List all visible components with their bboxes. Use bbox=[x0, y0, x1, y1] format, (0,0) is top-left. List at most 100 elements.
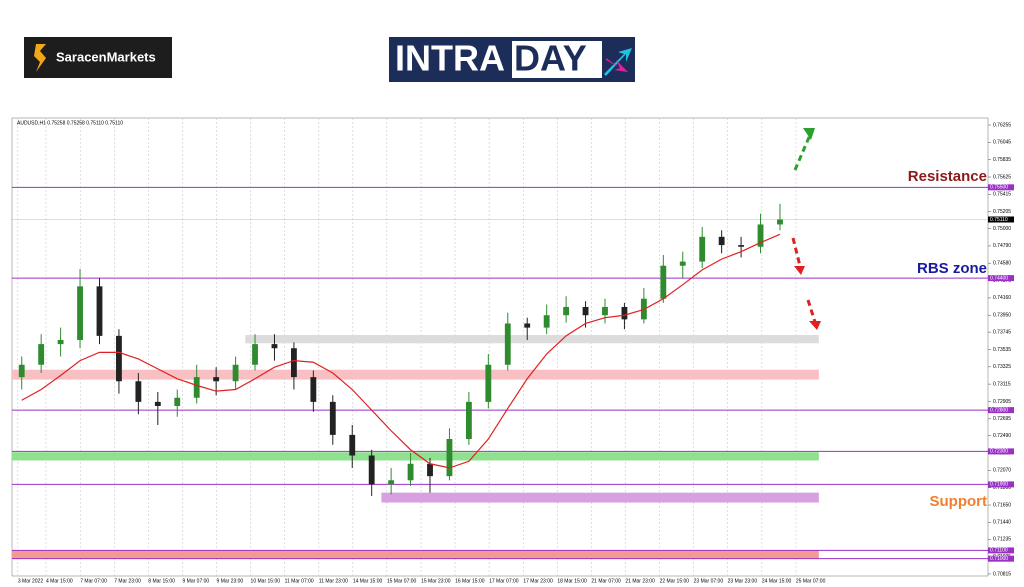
arrow-down-head bbox=[794, 266, 805, 275]
candle-body bbox=[602, 306, 608, 316]
brand-box bbox=[24, 37, 172, 78]
y-tick-label: 0.72490 bbox=[993, 433, 1011, 439]
candle-body bbox=[485, 364, 492, 402]
candle-body bbox=[524, 323, 531, 328]
x-tick-label: 25 Mar 07:00 bbox=[796, 578, 826, 584]
x-tick-label: 23 Mar 07:00 bbox=[694, 578, 724, 584]
y-tick-label: 0.71860 bbox=[993, 485, 1011, 491]
candle-body bbox=[660, 265, 667, 299]
candle-body bbox=[271, 344, 278, 349]
y-tick-label: 0.72070 bbox=[993, 468, 1011, 474]
y-tick-label: 0.71650 bbox=[993, 502, 1011, 508]
price-label-box bbox=[988, 216, 1014, 223]
x-tick-label: 15 Mar 23:00 bbox=[421, 578, 451, 584]
x-tick-label: 3 Mar 2022 bbox=[18, 578, 44, 584]
level-label: 0.71100 bbox=[990, 548, 1008, 554]
y-tick-label: 0.73115 bbox=[993, 381, 1011, 387]
level-label: 0.71900 bbox=[990, 482, 1008, 488]
banner-right: DAY bbox=[514, 38, 587, 79]
y-tick-label: 0.74580 bbox=[993, 261, 1011, 267]
y-tick-label: 0.73535 bbox=[993, 347, 1011, 353]
arrow-down bbox=[806, 299, 817, 323]
candle-body bbox=[679, 261, 686, 266]
x-tick-label: 24 Mar 15:00 bbox=[762, 578, 792, 584]
y-tick-label: 0.72695 bbox=[993, 416, 1011, 422]
candle-body bbox=[621, 306, 628, 320]
x-tick-label: 16 Mar 15:00 bbox=[455, 578, 485, 584]
x-tick-label: 7 Mar 07:00 bbox=[80, 578, 107, 584]
plot-frame bbox=[11, 117, 989, 577]
candle-body bbox=[329, 401, 336, 435]
y-tick-label: 0.75000 bbox=[993, 226, 1011, 232]
arrow-up bbox=[793, 134, 812, 171]
x-tick-label: 21 Mar 07:00 bbox=[591, 578, 621, 584]
y-tick-label: 0.73950 bbox=[993, 313, 1011, 319]
y-tick-label: 0.71440 bbox=[993, 520, 1011, 526]
candle-body bbox=[310, 377, 317, 402]
candle-body bbox=[135, 381, 142, 402]
level-label: 0.74400 bbox=[990, 275, 1008, 281]
y-tick-label: 0.75835 bbox=[993, 157, 1011, 163]
candle-body bbox=[427, 463, 433, 477]
banner-white bbox=[512, 41, 602, 78]
candle-body bbox=[738, 245, 744, 247]
level-label-box bbox=[988, 448, 1014, 455]
candle-body bbox=[38, 344, 45, 365]
brand-icon bbox=[34, 44, 46, 72]
level-label-box bbox=[988, 481, 1014, 488]
x-tick-label: 14 Mar 15:00 bbox=[353, 578, 383, 584]
y-tick-label: 0.73325 bbox=[993, 364, 1011, 370]
candle-body bbox=[504, 323, 511, 365]
arrow-up-head bbox=[803, 128, 815, 140]
x-tick-label: 11 Mar 07:00 bbox=[285, 578, 314, 584]
zone bbox=[12, 550, 819, 559]
x-tick-label: 9 Mar 07:00 bbox=[183, 578, 210, 584]
banner-left: INTRA bbox=[395, 38, 505, 79]
banner-arrow-down bbox=[606, 58, 628, 72]
y-tick-label: 0.75205 bbox=[993, 209, 1011, 215]
brand-name: SaracenMarkets bbox=[56, 49, 156, 64]
y-tick-label: 0.76255 bbox=[993, 122, 1011, 128]
level-label: 0.75500 bbox=[990, 185, 1008, 191]
x-tick-label: 21 Mar 23:00 bbox=[625, 578, 655, 584]
level-label: 0.72800 bbox=[990, 407, 1008, 413]
x-tick-label: 8 Mar 15:00 bbox=[148, 578, 175, 584]
level-label-box bbox=[988, 407, 1014, 414]
candle-body bbox=[446, 439, 453, 477]
y-tick-label: 0.70815 bbox=[993, 571, 1011, 577]
symbol-info: AUDUSD,H1 0.75258 0.75258 0.75110 0.7511… bbox=[17, 120, 123, 126]
level-label-box bbox=[988, 555, 1014, 562]
price-label: 0.75110 bbox=[990, 217, 1008, 223]
candle-body bbox=[407, 463, 414, 481]
x-tick-label: 17 Mar 23:00 bbox=[523, 578, 553, 584]
zone bbox=[245, 335, 819, 344]
candle-body bbox=[290, 348, 297, 378]
y-tick-label: 0.72905 bbox=[993, 399, 1011, 405]
x-tick-label: 17 Mar 07:00 bbox=[489, 578, 519, 584]
candle-body bbox=[174, 397, 181, 407]
candle-body bbox=[718, 236, 725, 246]
y-tick-label: 0.74790 bbox=[993, 243, 1011, 249]
zone bbox=[381, 492, 819, 503]
x-tick-label: 15 Mar 07:00 bbox=[387, 578, 417, 584]
candle-body bbox=[543, 315, 550, 328]
candle-body bbox=[154, 401, 161, 407]
moving-average bbox=[21, 233, 781, 469]
candle-body bbox=[77, 286, 83, 340]
candle-body bbox=[213, 377, 220, 382]
level-label: 0.71000 bbox=[990, 556, 1008, 562]
x-tick-label: 4 Mar 15:00 bbox=[46, 578, 73, 584]
y-tick-label: 0.75625 bbox=[993, 174, 1011, 180]
x-tick-label: 7 Mar 23:00 bbox=[114, 578, 141, 584]
level-label: 0.72300 bbox=[990, 449, 1008, 455]
candle-body bbox=[368, 455, 375, 485]
candle-body bbox=[349, 434, 356, 456]
x-tick-label: 10 Mar 15:00 bbox=[251, 578, 281, 584]
x-tick-label: 11 Mar 23:00 bbox=[319, 578, 348, 584]
y-tick-label: 0.73745 bbox=[993, 329, 1011, 335]
zone bbox=[12, 452, 819, 461]
candle-body bbox=[193, 377, 200, 398]
annotation: RBS zone bbox=[917, 260, 987, 277]
x-tick-label: 22 Mar 15:00 bbox=[660, 578, 690, 584]
